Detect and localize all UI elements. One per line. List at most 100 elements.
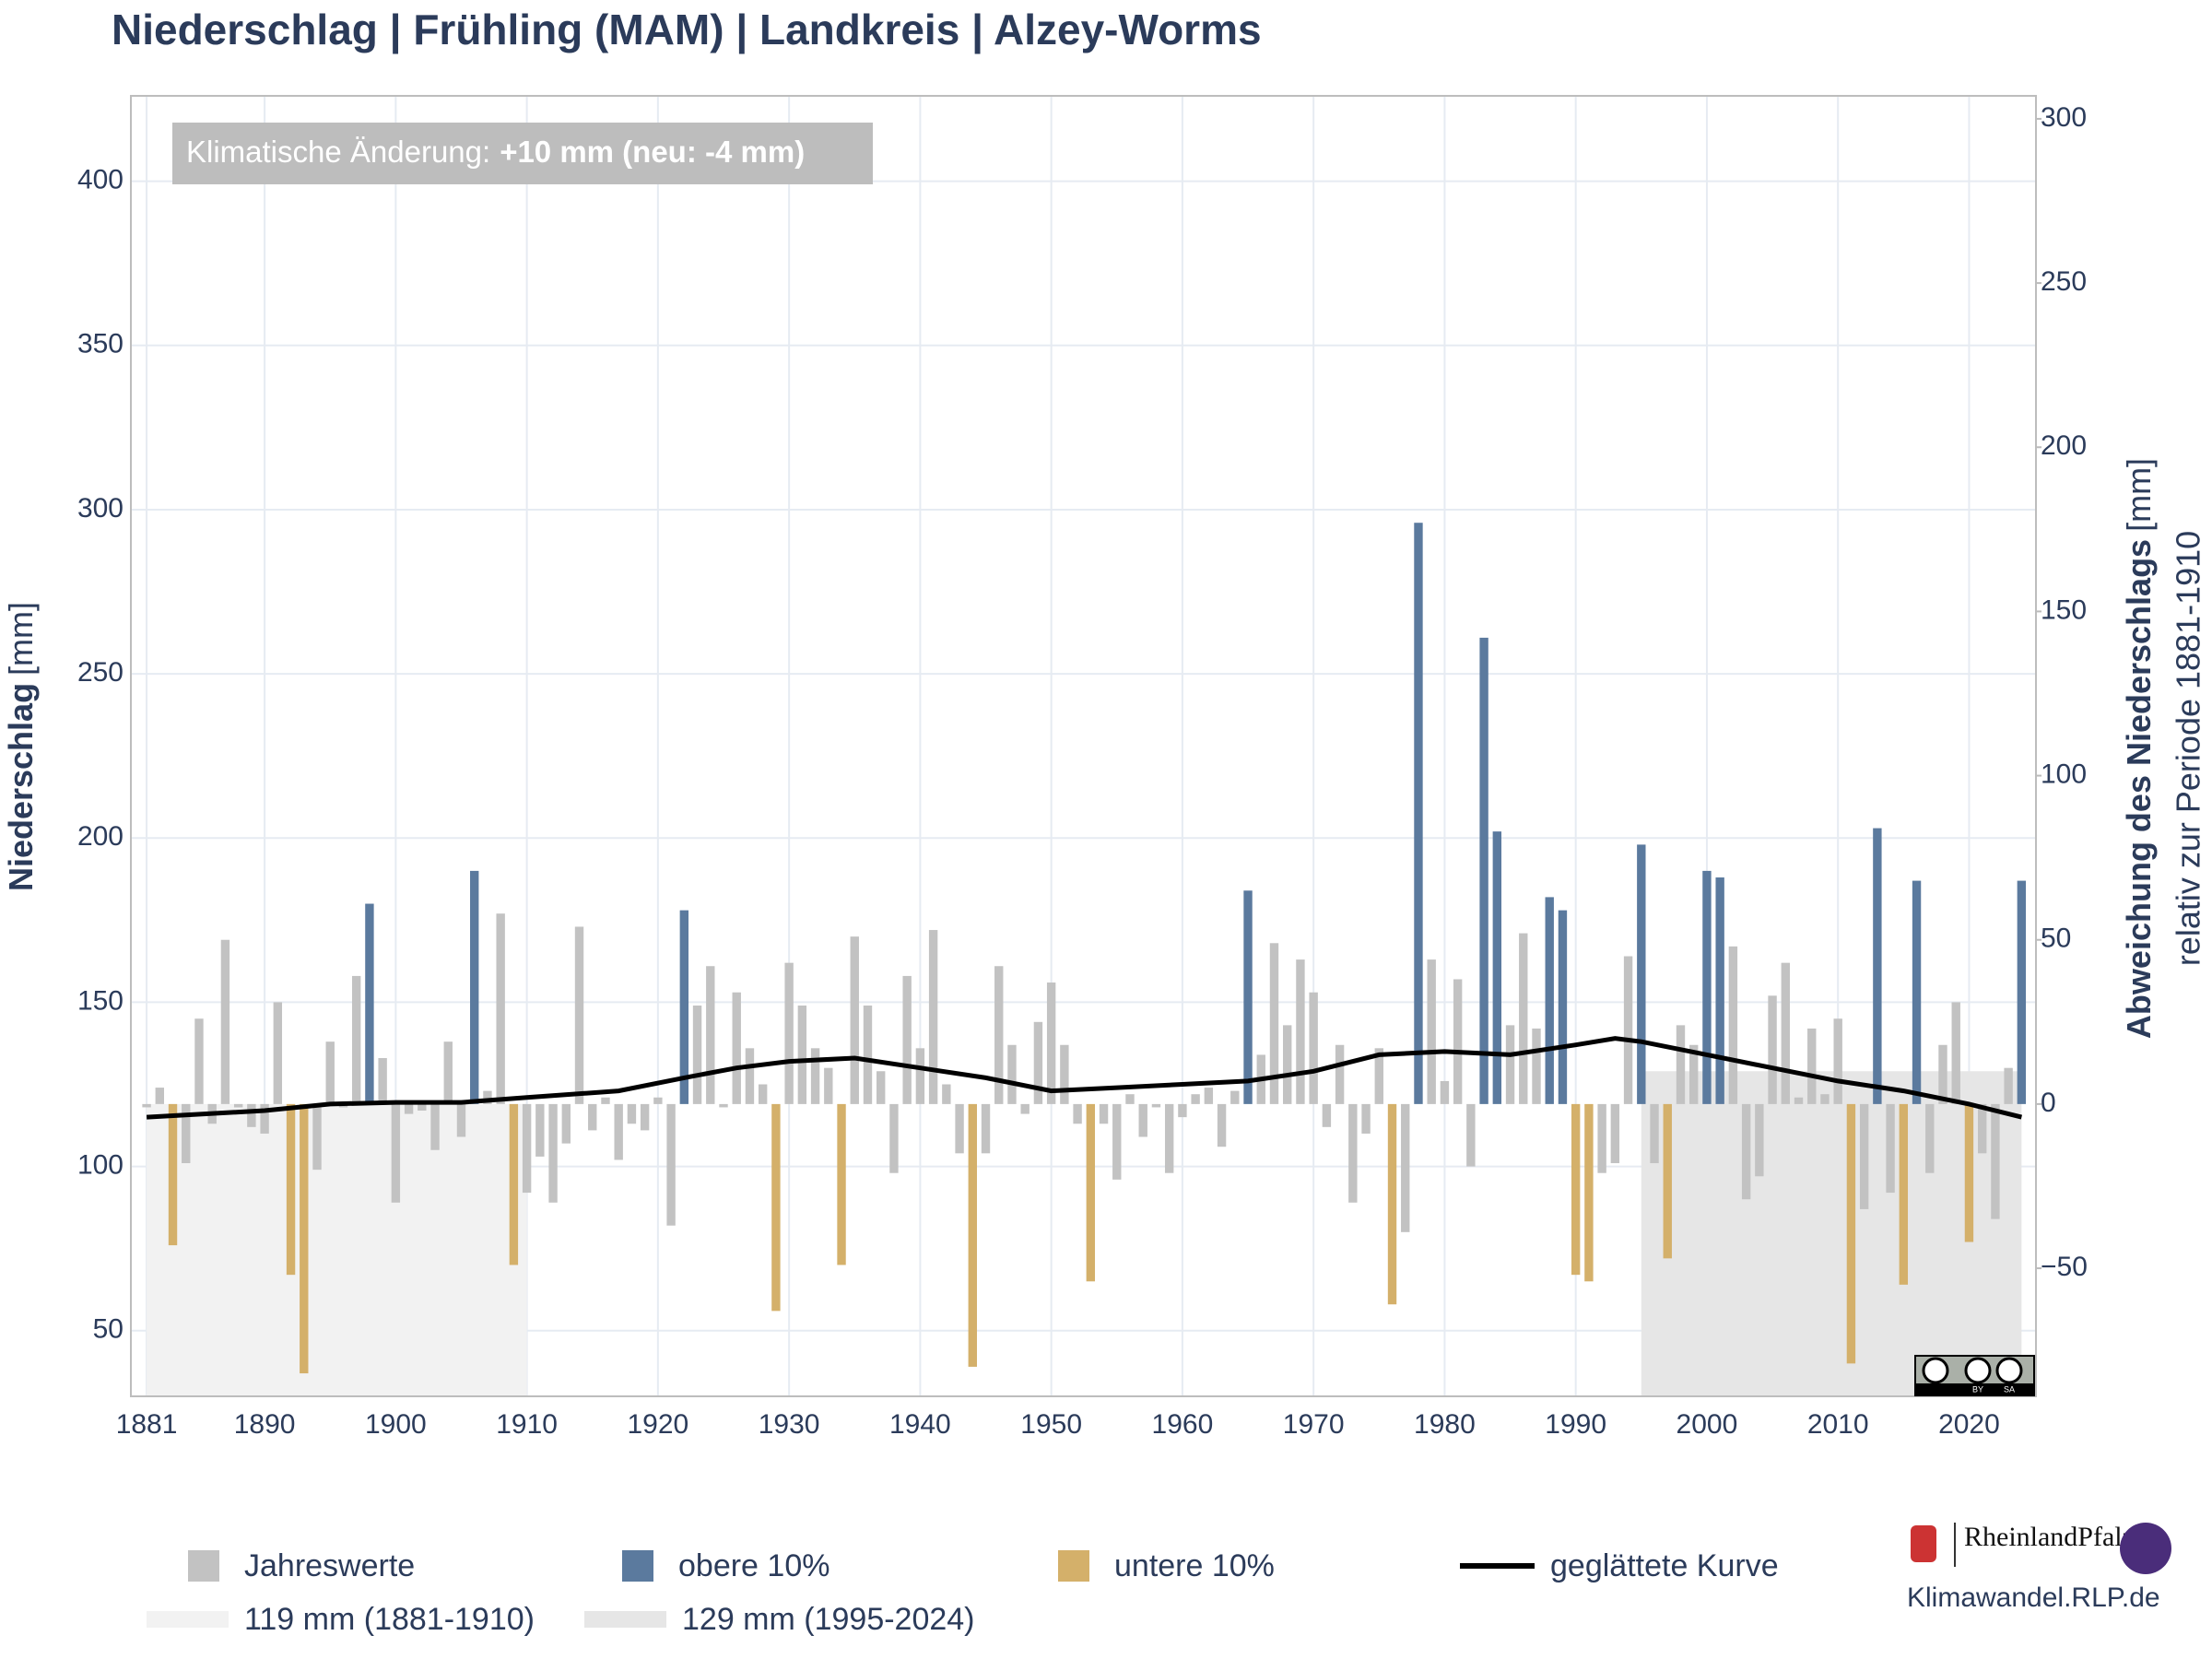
bar (1964, 1103, 1974, 1242)
legend-band (147, 1611, 229, 1628)
bar (1414, 523, 1423, 1104)
bar (574, 926, 584, 1104)
bar (1741, 1103, 1751, 1200)
y-tick-label: 400 (77, 165, 124, 195)
bar (1492, 831, 1502, 1104)
bar (1204, 1088, 1214, 1104)
bar (1532, 1028, 1541, 1104)
bar (522, 1103, 532, 1194)
y2-tick-label: 100 (2041, 759, 2087, 789)
bar (784, 962, 794, 1104)
bar (627, 1103, 637, 1124)
bar (1623, 956, 1633, 1104)
bar (1440, 1080, 1450, 1104)
bar (824, 1067, 833, 1104)
bar (1912, 880, 1922, 1104)
y2-tick-label: 50 (2041, 924, 2071, 954)
bar (653, 1097, 663, 1104)
bar (994, 966, 1004, 1104)
bar (679, 910, 689, 1104)
y-axis-label-bold: Niederschlag (2, 683, 40, 891)
bar (1335, 1044, 1345, 1104)
bar (1164, 1103, 1174, 1173)
x-tick-label: 1890 (234, 1409, 296, 1440)
bar (378, 1057, 387, 1104)
bar (758, 1084, 768, 1104)
bar (706, 966, 715, 1104)
y2-tick-label: 200 (2041, 430, 2087, 461)
bar (1519, 933, 1528, 1104)
bar (1571, 1103, 1581, 1276)
bar (850, 936, 859, 1104)
y2-tick-label: 250 (2041, 266, 2087, 297)
bar (470, 870, 479, 1104)
bar (1597, 1103, 1606, 1173)
legend-swatch (622, 1550, 653, 1582)
reference-band (1641, 1071, 2022, 1396)
bar (1505, 1025, 1515, 1104)
bar (666, 1103, 676, 1226)
bar (260, 1103, 269, 1134)
license-label: BY (1972, 1384, 1983, 1394)
bar (1217, 1103, 1227, 1147)
bar (1584, 1103, 1594, 1282)
bar (915, 1048, 925, 1104)
plot-frame (130, 95, 2037, 1397)
bar (233, 1103, 243, 1108)
bar (601, 1097, 610, 1104)
bar (300, 1103, 309, 1374)
bar (1715, 877, 1724, 1104)
legend-label: untere 10% (1114, 1548, 1275, 1583)
bar (561, 1103, 571, 1144)
x-tick-label: 1881 (116, 1409, 178, 1440)
bar (1283, 1025, 1292, 1104)
x-tick-label: 1960 (1152, 1409, 1214, 1440)
bar (168, 1103, 178, 1246)
y2-tick-label: 0 (2041, 1088, 2056, 1118)
x-tick-label: 1980 (1414, 1409, 1476, 1440)
bar (863, 1005, 873, 1104)
bar (351, 975, 361, 1104)
bar (1951, 1002, 1960, 1104)
bar (456, 1103, 466, 1137)
bar (1925, 1103, 1935, 1173)
x-tick-label: 1900 (365, 1409, 427, 1440)
bar (1453, 979, 1463, 1104)
y2-tick-label: 300 (2041, 102, 2087, 133)
y-tick-label: 350 (77, 329, 124, 359)
bar (1859, 1103, 1869, 1209)
y2-axis-label: Abweichung des Niederschlags [mm] (2120, 458, 2158, 1039)
bar (1689, 1044, 1699, 1104)
legend-label: 129 mm (1995-2024) (682, 1602, 975, 1637)
bar (1112, 1103, 1122, 1180)
bar (1833, 1018, 1842, 1104)
legend-band (584, 1611, 666, 1628)
annotation-text: Klimatische Änderung: (186, 135, 490, 169)
bar (1558, 910, 1568, 1104)
license-strip (1915, 1383, 2034, 1395)
bar (1178, 1103, 1187, 1118)
bar (1020, 1103, 1030, 1114)
bar (732, 992, 741, 1104)
bar (1151, 1103, 1161, 1108)
bar (1387, 1103, 1397, 1305)
logo-name: RheinlandPfalz (1964, 1522, 2135, 1552)
legend-swatch (188, 1550, 219, 1582)
bar (1755, 1103, 1764, 1177)
bar (928, 930, 938, 1104)
bar (942, 1084, 951, 1104)
x-tick-label: 2010 (1807, 1409, 1869, 1440)
bar (588, 1103, 597, 1131)
bar (1886, 1103, 1895, 1194)
bar (286, 1103, 296, 1276)
bar (509, 1103, 519, 1265)
bar (391, 1103, 401, 1203)
bar (155, 1088, 164, 1104)
y-axis-label-unit: [mm] (2, 602, 40, 676)
x-tick-label: 2000 (1677, 1409, 1738, 1440)
legend-label: obere 10% (678, 1548, 830, 1583)
y-tick-label: 50 (93, 1314, 124, 1345)
license-icon (1995, 1357, 2023, 1384)
license-icon (1964, 1357, 1992, 1384)
bar (1637, 844, 1646, 1104)
